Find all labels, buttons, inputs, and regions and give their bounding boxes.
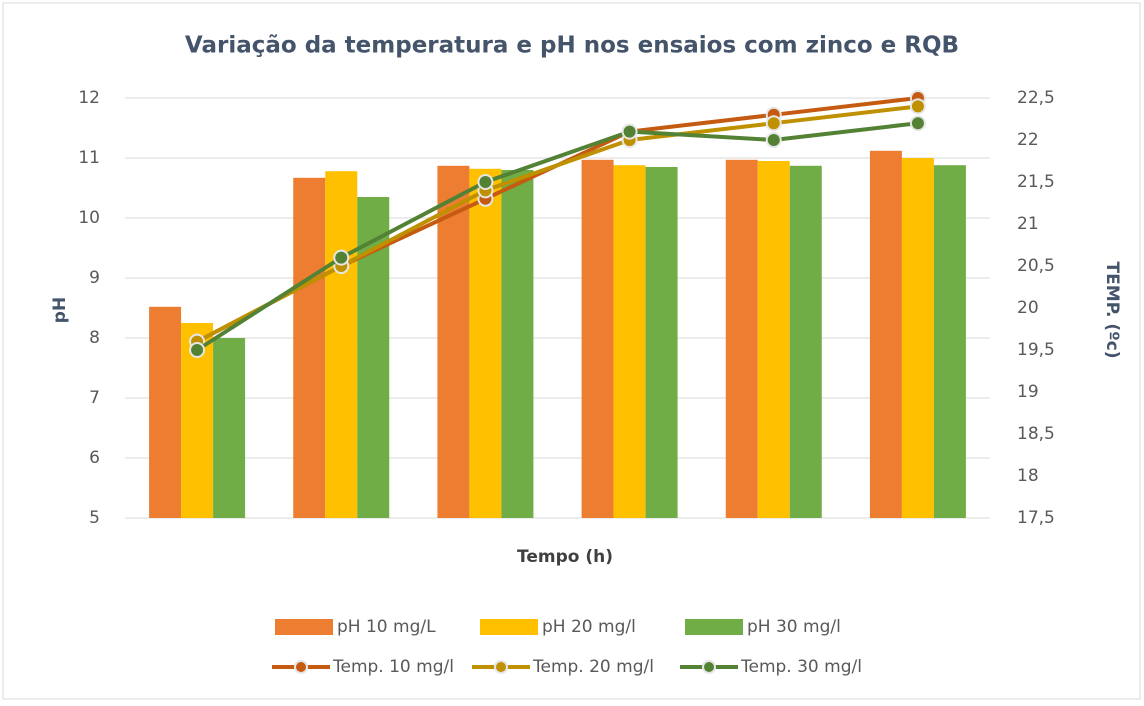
bar: [789, 165, 822, 519]
bar: [725, 159, 758, 519]
bar: [469, 168, 502, 519]
bar: [437, 165, 470, 519]
legend-swatch: [275, 619, 333, 635]
legend-label: pH 30 mg/l: [747, 617, 841, 637]
legend-swatch: [480, 619, 538, 635]
y2-tick-label: 21,5: [1017, 172, 1055, 192]
bar: [501, 170, 534, 518]
line-marker: [621, 123, 638, 140]
line-marker: [765, 115, 782, 132]
legend-label: pH 20 mg/l: [542, 617, 636, 637]
y2-tick-label: 19: [1017, 382, 1039, 402]
chart-title: Variação da temperatura e pH nos ensaios…: [185, 33, 959, 59]
legend-marker: [702, 660, 716, 674]
bar: [757, 161, 790, 518]
y-tick-label: 10: [78, 208, 100, 228]
y-tick-label: 7: [89, 388, 100, 408]
y2-tick-label: 22: [1017, 130, 1039, 150]
y2-tick-label: 17,5: [1017, 508, 1055, 528]
y-tick-label: 11: [78, 148, 100, 168]
bar: [149, 306, 182, 518]
y-tick-label: 9: [89, 268, 100, 288]
line-marker: [477, 174, 494, 190]
line-marker: [765, 132, 782, 148]
legend-swatch: [685, 619, 743, 635]
line: [196, 104, 919, 344]
y-tick-label: 6: [89, 448, 100, 468]
bar: [933, 165, 966, 518]
y-tick-label: 8: [89, 328, 100, 348]
bar: [901, 158, 934, 518]
legend-label: Temp. 30 mg/l: [740, 657, 862, 677]
legend-label: Temp. 10 mg/l: [332, 657, 454, 677]
y2-tick-label: 20: [1017, 298, 1039, 318]
legend-label: Temp. 20 mg/l: [532, 657, 654, 677]
bar: [325, 171, 358, 518]
y2-tick-label: 21: [1017, 214, 1039, 234]
bar: [869, 150, 902, 519]
y2-tick-label: 22,5: [1017, 88, 1055, 108]
legend-marker: [294, 660, 308, 674]
bar: [213, 338, 246, 518]
bar: [581, 159, 614, 519]
legend-marker: [494, 660, 508, 674]
bar: [613, 165, 646, 518]
y-tick-label: 5: [89, 508, 100, 528]
line-marker: [909, 98, 926, 115]
y2-axis-title: TEMP. (ºc): [1102, 261, 1122, 358]
bar: [645, 167, 678, 518]
y2-tick-label: 20,5: [1017, 256, 1055, 276]
y2-tick-label: 18,5: [1017, 424, 1055, 444]
line-marker: [909, 115, 926, 132]
y2-tick-label: 19,5: [1017, 340, 1055, 360]
line-marker: [189, 342, 206, 358]
legend-label: pH 10 mg/L: [337, 617, 436, 637]
line-marker: [333, 249, 350, 266]
x-axis-title: Tempo (h): [517, 547, 613, 567]
y-tick-label: 12: [78, 88, 100, 108]
line: [196, 121, 919, 352]
y-axis-title: pH: [50, 297, 70, 323]
y2-tick-label: 18: [1017, 466, 1039, 486]
bar: [293, 177, 326, 519]
